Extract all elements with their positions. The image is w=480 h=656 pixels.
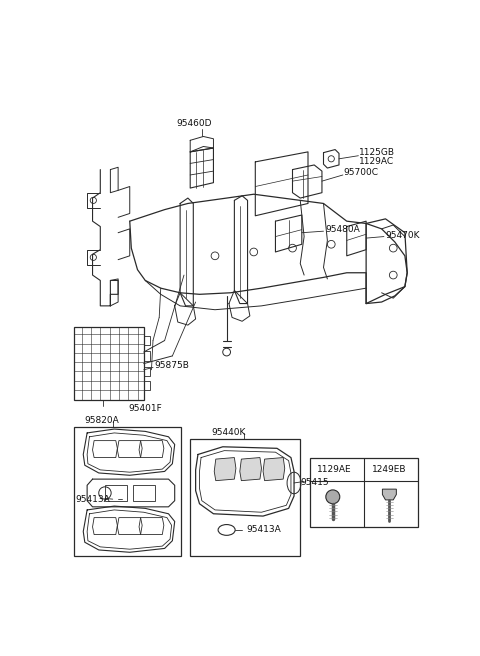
Bar xyxy=(190,439,300,556)
Polygon shape xyxy=(383,489,396,500)
Text: 95460D: 95460D xyxy=(176,119,212,128)
Text: 1129AE: 1129AE xyxy=(317,465,352,474)
Bar xyxy=(133,485,155,501)
Circle shape xyxy=(326,490,340,504)
Text: 95480A: 95480A xyxy=(325,225,360,234)
Text: 1249EB: 1249EB xyxy=(372,465,406,474)
Text: 1125GB: 1125GB xyxy=(359,148,395,157)
Bar xyxy=(144,380,150,390)
Bar xyxy=(310,458,418,527)
Bar xyxy=(105,485,127,501)
Text: 95875B: 95875B xyxy=(155,361,190,371)
Polygon shape xyxy=(263,458,285,481)
Text: 95440K: 95440K xyxy=(211,428,245,438)
Bar xyxy=(144,336,150,345)
Bar xyxy=(74,427,181,556)
Text: 95413A: 95413A xyxy=(246,525,281,535)
Text: 95413A: 95413A xyxy=(75,495,110,504)
Bar xyxy=(74,327,144,400)
Text: 95470K: 95470K xyxy=(385,230,420,239)
Polygon shape xyxy=(214,458,236,481)
Polygon shape xyxy=(240,458,262,481)
Text: 95820A: 95820A xyxy=(85,416,120,425)
Bar xyxy=(144,367,150,376)
Text: 95700C: 95700C xyxy=(344,168,379,177)
Text: 95401F: 95401F xyxy=(128,404,162,413)
Text: 95415: 95415 xyxy=(300,478,329,487)
Bar xyxy=(144,352,150,361)
Text: 1129AC: 1129AC xyxy=(359,157,394,167)
